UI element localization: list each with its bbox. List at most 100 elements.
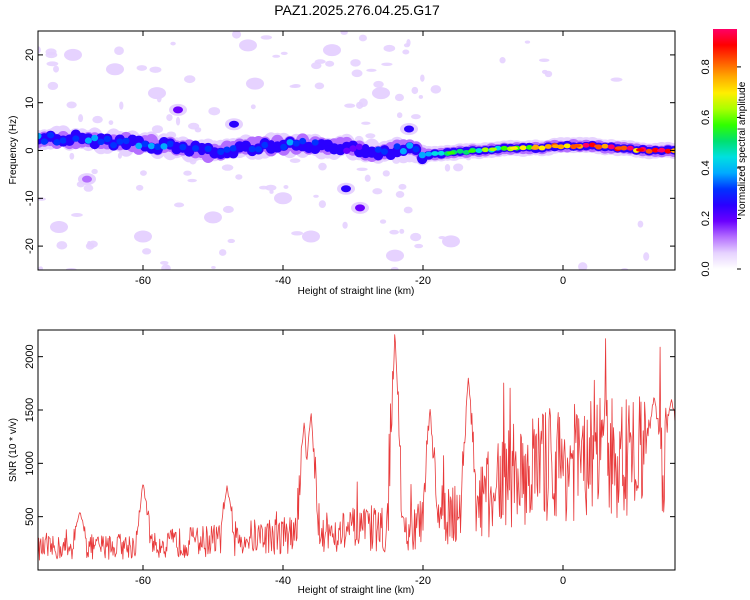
spectrogram-ridge-cell bbox=[362, 144, 370, 151]
x-tick-label: -40 bbox=[275, 275, 291, 287]
spectrogram-hotspot bbox=[573, 143, 581, 148]
spectrogram-ridge-cell bbox=[242, 143, 250, 150]
chart-title: PAZ1.2025.276.04.25.G17 bbox=[274, 2, 440, 18]
colorbar-ticks: 0.0 0.2 0.4 0.6 0.8 bbox=[700, 59, 741, 277]
spectrogram-speck bbox=[188, 122, 200, 130]
spectrogram-ridge-cell bbox=[179, 143, 187, 151]
spectrogram-speck bbox=[430, 85, 442, 94]
spectrogram-ridge-cell bbox=[116, 138, 124, 145]
spectrogram-ridge-cell bbox=[280, 143, 288, 151]
spectrogram-speck bbox=[344, 103, 356, 108]
spectrogram-ridge-cell bbox=[538, 145, 546, 151]
spectrogram-speck bbox=[46, 61, 59, 67]
spectrogram-ridge-cell bbox=[255, 146, 262, 153]
spectrogram-speck bbox=[283, 185, 289, 189]
spectrogram-speck bbox=[66, 101, 77, 109]
spectrogram-ridge-cell bbox=[305, 141, 313, 149]
colorbar-tick-label: 0.2 bbox=[700, 211, 712, 226]
spectrogram-y-ticks: -20 -10 0 10 20 bbox=[24, 49, 675, 254]
x-tick-label: 0 bbox=[560, 275, 566, 287]
spectrogram-speck bbox=[272, 54, 281, 58]
spectrogram-blob bbox=[306, 233, 316, 241]
spectrogram-ridge-cell bbox=[563, 143, 571, 149]
x-tick-label: -60 bbox=[135, 575, 151, 587]
spectrogram-ridge-cell bbox=[544, 144, 552, 149]
spectrogram-x-axis-label: Height of straight line (km) bbox=[298, 286, 415, 297]
spectrogram-speck bbox=[119, 101, 124, 110]
spectrogram-ridge-cell bbox=[217, 148, 225, 156]
x-tick-label: 0 bbox=[560, 575, 566, 587]
spectrogram-ridge-cell bbox=[160, 143, 168, 150]
spectrogram-ridge-cell bbox=[368, 149, 376, 156]
spectrogram-blob bbox=[54, 223, 64, 231]
spectrogram-speck bbox=[578, 262, 588, 270]
snr-panel: -60 -40 -20 0 500 1000 1500 2000 Height of str… bbox=[8, 329, 676, 596]
spectrogram-speck bbox=[260, 35, 273, 40]
spectrogram-ridge-cell bbox=[343, 147, 351, 154]
spectrogram-ridge-cell bbox=[620, 145, 628, 151]
y-tick-label: 0 bbox=[24, 147, 36, 153]
spectrogram-speck bbox=[91, 168, 98, 175]
spectrogram-ridge-cell bbox=[431, 151, 439, 156]
spectrogram-speck bbox=[372, 188, 383, 195]
spectrogram-speck bbox=[314, 59, 326, 64]
spectrogram-ridge-cell bbox=[324, 145, 332, 152]
spectrogram-blob bbox=[110, 65, 120, 73]
spectrogram-ridge-cell bbox=[129, 139, 136, 147]
spectrogram-speck bbox=[135, 184, 144, 191]
spectrogram-speck bbox=[366, 68, 377, 72]
spectrogram-ridge-cell bbox=[406, 142, 414, 149]
spectrogram-blob bbox=[355, 204, 365, 212]
spectrogram-speck bbox=[411, 86, 419, 95]
spectrogram-speck bbox=[364, 174, 371, 182]
spectrogram-marks bbox=[38, 31, 675, 270]
spectrogram-ridge-cell bbox=[381, 148, 388, 155]
spectrogram-speck bbox=[383, 44, 396, 52]
spectrogram-speck bbox=[410, 114, 421, 120]
y-tick-label: 2000 bbox=[24, 344, 36, 368]
spectrogram-speck bbox=[160, 260, 169, 265]
spectrogram-speck bbox=[610, 77, 623, 82]
spectrogram-speck bbox=[365, 133, 376, 139]
spectrogram-speck bbox=[340, 31, 348, 35]
spectrogram-speck bbox=[499, 57, 506, 64]
spectrogram-ridge-cell bbox=[53, 139, 61, 146]
y-tick-label: -20 bbox=[24, 238, 36, 254]
spectrogram-speck bbox=[396, 112, 403, 119]
spectrogram-speck bbox=[351, 69, 363, 78]
spectrogram-ridge-cell bbox=[355, 143, 363, 150]
spectrogram-speck bbox=[390, 266, 399, 270]
spectrogram-speck bbox=[69, 152, 75, 160]
spectrogram-ridge-cell bbox=[418, 151, 426, 159]
spectrogram-speck bbox=[399, 228, 405, 234]
spectrogram-hotspot bbox=[531, 146, 539, 150]
spectrogram-ridge-cell bbox=[173, 141, 181, 149]
spectrogram-ridge-cell bbox=[261, 141, 269, 149]
spectrogram-speck bbox=[166, 114, 173, 122]
spectrogram-ridge-cell bbox=[412, 146, 420, 153]
spectrogram-hotspot bbox=[489, 147, 497, 152]
spectrogram-ridge-cell bbox=[456, 148, 464, 154]
spectrogram-blob bbox=[446, 237, 456, 245]
spectrogram-speck bbox=[289, 84, 298, 88]
spectrogram-speck bbox=[311, 62, 322, 70]
spectrogram-speck bbox=[165, 265, 170, 270]
spectrogram-speck bbox=[358, 98, 368, 108]
spectrogram-blob bbox=[376, 89, 386, 97]
y-tick-label: 1500 bbox=[24, 398, 36, 422]
spectrogram-ridge-cell bbox=[273, 141, 281, 148]
spectrogram-ridge-cell bbox=[299, 137, 307, 145]
snr-x-axis-label: Height of straight line (km) bbox=[298, 585, 415, 596]
spectrogram-hotspot bbox=[657, 148, 665, 153]
spectrogram-ridge-cell bbox=[141, 140, 149, 148]
spectrogram-speck bbox=[313, 194, 319, 198]
spectrogram-speck bbox=[402, 49, 410, 55]
spectrogram-speck bbox=[149, 66, 162, 73]
spectrogram-ridge-cell bbox=[147, 142, 155, 150]
spectrogram-speck bbox=[221, 164, 234, 171]
spectrogram-ridge-cell bbox=[248, 145, 256, 153]
spectrogram-speck bbox=[350, 59, 361, 67]
spectrogram-speck bbox=[314, 82, 325, 90]
spectrogram-ridge-cell bbox=[286, 139, 294, 146]
spectrogram-ridge-cell bbox=[626, 145, 634, 151]
